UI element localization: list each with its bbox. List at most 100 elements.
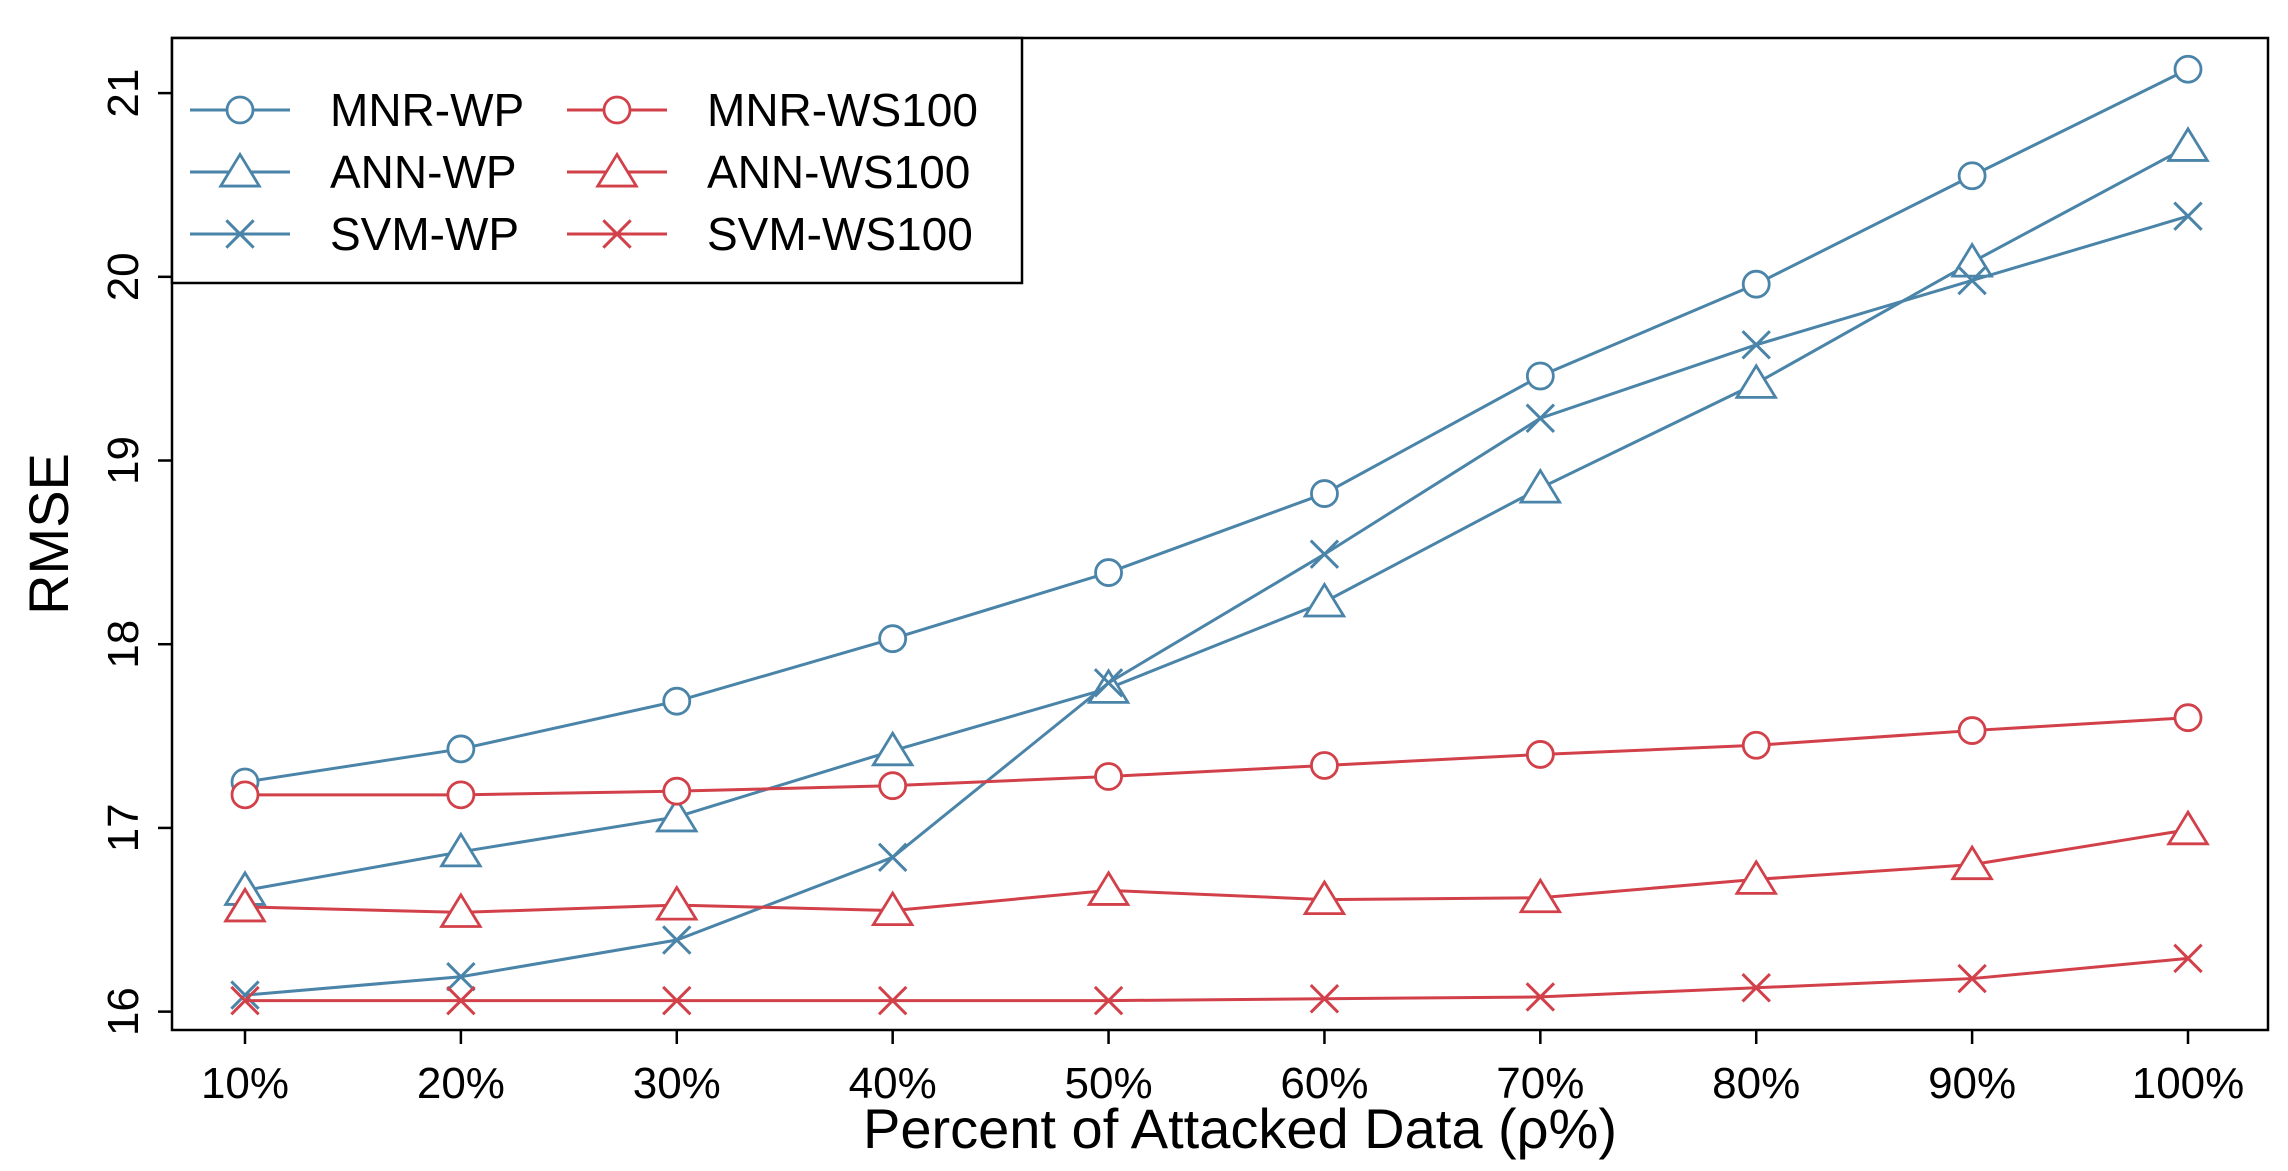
legend: MNR-WP ANN-WP SVM-WP MNR-WS100 ANN-WS100 SVM-…	[170, 36, 1024, 285]
legend-label: MNR-WP	[330, 84, 524, 136]
data-point-svm-ws100	[1525, 982, 1556, 1012]
data-point-svm-wp	[1093, 668, 1124, 698]
series-svm-ws100	[230, 943, 2203, 1016]
legend-item-svm-wp: SVM-WP	[190, 208, 519, 260]
series-svm-wp	[230, 201, 2203, 1010]
data-point-ann-ws100	[1950, 844, 1994, 881]
legend-marker	[225, 219, 255, 249]
data-point-svm-ws100	[1309, 984, 1340, 1014]
data-point-svm-ws100	[2173, 943, 2203, 974]
legend-item-ann-ws100: ANN-WS100	[567, 146, 970, 198]
series-line-ann-wp	[244, 145, 2189, 892]
data-point-ann-ws100	[654, 884, 699, 921]
y-tick-label: 18	[99, 620, 148, 669]
data-point-mnr-ws100	[446, 780, 476, 810]
data-point-ann-wp	[1518, 467, 1563, 504]
y-axis-title: RMSE	[17, 453, 80, 615]
data-point-svm-wp	[446, 962, 476, 992]
series-mnr-ws100	[230, 703, 2203, 810]
x-tick-label: 40%	[849, 1059, 937, 1108]
data-point-ann-wp	[1734, 363, 1779, 399]
data-point-mnr-ws100	[1525, 740, 1555, 769]
series-mnr-wp	[230, 54, 2203, 797]
data-point-ann-wp	[2166, 126, 2210, 162]
x-tick-label: 100%	[2132, 1059, 2245, 1108]
data-point-svm-ws100	[1957, 963, 1987, 994]
data-point-ann-ws100	[223, 886, 267, 923]
data-point-mnr-wp	[446, 734, 476, 764]
data-point-svm-ws100	[230, 985, 260, 1016]
data-point-ann-ws100	[1518, 877, 1563, 914]
series-line-svm-ws100	[245, 956, 2189, 1003]
data-point-ann-ws100	[2166, 809, 2210, 846]
data-point-ann-wp	[870, 730, 915, 767]
data-point-mnr-ws100	[1094, 762, 1123, 791]
data-point-mnr-ws100	[1310, 751, 1339, 780]
data-point-mnr-ws100	[2173, 703, 2203, 733]
data-point-ann-ws100	[1734, 859, 1779, 895]
legend-marker	[595, 151, 639, 188]
data-point-svm-wp	[1741, 330, 1771, 360]
data-point-mnr-wp	[1957, 161, 1987, 191]
x-tick-label: 20%	[417, 1059, 505, 1108]
data-point-mnr-wp	[1094, 558, 1123, 587]
x-tick-label: 50%	[1065, 1059, 1153, 1108]
data-point-svm-wp	[230, 980, 260, 1010]
legend-label: MNR-WS100	[707, 84, 978, 136]
legend-marker	[602, 95, 632, 125]
data-point-svm-wp	[877, 842, 908, 873]
data-point-mnr-wp	[662, 686, 692, 716]
data-point-ann-ws100	[439, 892, 483, 928]
series-line-mnr-wp	[244, 67, 2189, 784]
data-point-svm-wp	[2173, 201, 2203, 231]
data-point-svm-ws100	[877, 985, 908, 1016]
plot-frame	[170, 36, 2270, 1032]
data-point-ann-wp	[1302, 581, 1347, 618]
legend-item-mnr-wp: MNR-WP	[190, 84, 524, 136]
data-point-mnr-ws100	[230, 780, 260, 810]
legend-item-mnr-ws100: MNR-WS100	[567, 84, 978, 136]
data-point-mnr-ws100	[1957, 716, 1987, 745]
legend-label: SVM-WS100	[707, 208, 973, 260]
data-point-svm-wp	[1957, 265, 1987, 296]
legend-label: ANN-WP	[330, 146, 517, 198]
legend-marker	[225, 95, 255, 125]
data-point-svm-wp	[1309, 539, 1340, 569]
y-tick-label: 17	[99, 803, 148, 852]
data-point-mnr-wp	[1310, 479, 1339, 508]
data-point-svm-ws100	[662, 985, 692, 1016]
legend-marker	[602, 219, 632, 249]
series-ann-ws100	[223, 809, 2210, 928]
legend-item-svm-ws100: SVM-WS100	[567, 208, 973, 260]
series-line-svm-wp	[244, 214, 2189, 997]
data-point-svm-ws100	[446, 985, 476, 1016]
data-point-ann-wp	[654, 796, 699, 833]
series-line-mnr-ws100	[245, 716, 2189, 797]
x-tick-label: 30%	[633, 1059, 721, 1108]
data-point-ann-wp	[1950, 241, 1994, 278]
x-tick-label: 80%	[1712, 1059, 1800, 1108]
data-point-mnr-wp	[2173, 54, 2203, 84]
data-point-mnr-wp	[1741, 269, 1771, 299]
legend-item-ann-wp: ANN-WP	[190, 146, 517, 198]
x-axis-title: Percent of Attacked Data (ρ%)	[863, 1097, 1617, 1160]
legend-label: ANN-WS100	[707, 146, 970, 198]
data-point-mnr-ws100	[662, 776, 692, 806]
y-tick-label: 19	[99, 436, 148, 485]
data-point-ann-ws100	[870, 890, 915, 927]
legend-box	[170, 36, 1024, 285]
data-point-svm-wp	[662, 925, 692, 955]
x-tick-label: 70%	[1496, 1059, 1584, 1108]
data-point-mnr-wp	[878, 624, 908, 654]
data-point-mnr-wp	[1525, 361, 1555, 391]
data-point-mnr-ws100	[1741, 730, 1771, 760]
x-tick-label: 60%	[1280, 1059, 1368, 1108]
data-point-ann-ws100	[1086, 870, 1131, 906]
data-point-svm-ws100	[1093, 985, 1124, 1016]
series-line-ann-ws100	[244, 828, 2189, 914]
data-point-svm-wp	[1525, 403, 1556, 433]
data-point-ann-ws100	[1302, 879, 1347, 916]
data-point-mnr-ws100	[878, 771, 908, 801]
